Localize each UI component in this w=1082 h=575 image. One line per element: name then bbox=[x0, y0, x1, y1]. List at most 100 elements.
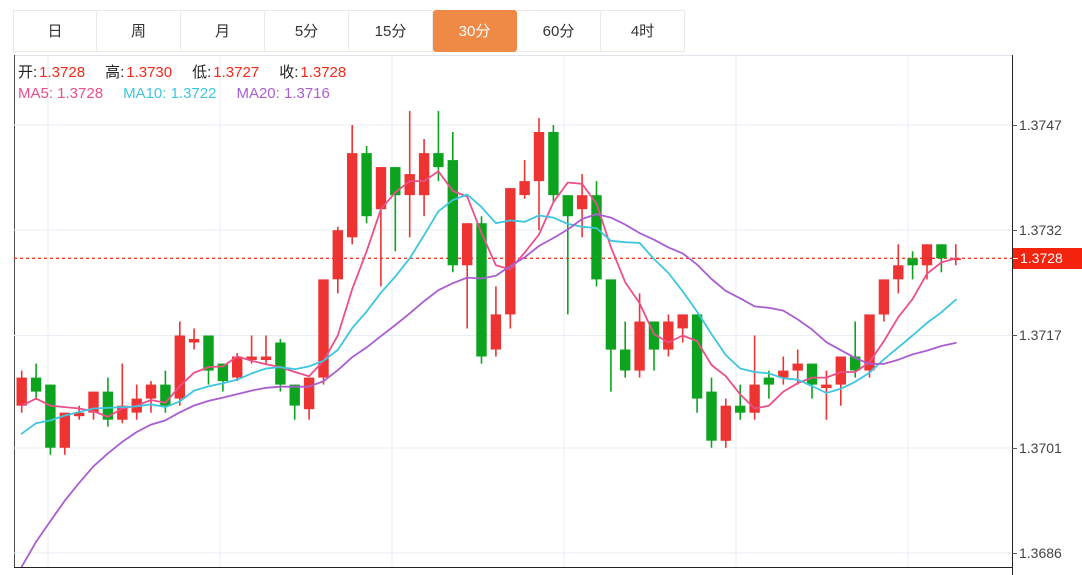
candle-34 bbox=[505, 188, 516, 329]
candle-38 bbox=[562, 195, 573, 315]
candle-8 bbox=[131, 384, 142, 420]
y-axis-tick bbox=[1012, 553, 1017, 554]
candle-65 bbox=[950, 244, 961, 266]
candle-33 bbox=[490, 286, 502, 357]
candle-59 bbox=[864, 314, 875, 378]
tab-30分[interactable]: 30分 bbox=[433, 10, 517, 52]
ma-legend-item: MA5: 1.3728 bbox=[18, 85, 104, 102]
y-axis-label: 1.3747 bbox=[1019, 117, 1062, 133]
candle-41 bbox=[605, 279, 617, 392]
candle-26 bbox=[390, 167, 401, 252]
y-axis-label: 1.3701 bbox=[1019, 439, 1062, 456]
y-axis-label: 1.3717 bbox=[1019, 327, 1062, 344]
ohlc-item: 低: 1.3727 bbox=[192, 64, 260, 81]
ohlc-item: 收: 1.3728 bbox=[279, 64, 347, 81]
ohlc-legend: 开: 1.3728 高: 1.3730 低: 1.3727 收: 1.3728 bbox=[18, 61, 366, 82]
y-axis-tick bbox=[1012, 335, 1017, 337]
candle-30 bbox=[447, 132, 458, 273]
candle-14 bbox=[217, 363, 229, 392]
last-price-value: 1.3728 bbox=[1020, 249, 1063, 266]
candle-51 bbox=[749, 335, 760, 420]
price-tag-tick bbox=[1013, 257, 1018, 259]
candle-13 bbox=[203, 335, 214, 385]
candle-15 bbox=[232, 353, 243, 382]
candle-32 bbox=[476, 216, 487, 364]
candle-16 bbox=[246, 335, 257, 364]
tab-15分[interactable]: 15分 bbox=[349, 10, 433, 52]
candle-36 bbox=[533, 118, 545, 231]
candle-9 bbox=[145, 381, 157, 413]
candle-27 bbox=[404, 111, 415, 238]
candle-22 bbox=[332, 226, 343, 294]
candle-18 bbox=[275, 339, 286, 392]
candle-47 bbox=[691, 314, 703, 413]
candle-45 bbox=[663, 314, 674, 357]
tab-60分[interactable]: 60分 bbox=[517, 10, 601, 52]
candle-28 bbox=[418, 139, 430, 217]
chart-area[interactable] bbox=[14, 55, 1012, 575]
candle-61 bbox=[893, 244, 904, 294]
y-axis-tick bbox=[1012, 230, 1017, 232]
candle-62 bbox=[907, 251, 918, 280]
candle-10 bbox=[160, 370, 171, 413]
candle-60 bbox=[878, 279, 890, 322]
candle-58 bbox=[850, 321, 861, 378]
ma-line-ma20 bbox=[20, 213, 957, 568]
candle-7 bbox=[117, 363, 128, 424]
ma-lines bbox=[20, 170, 957, 568]
candle-25 bbox=[375, 167, 387, 287]
candle-64 bbox=[936, 244, 947, 273]
candle-24 bbox=[361, 146, 372, 224]
tab-周[interactable]: 周 bbox=[97, 10, 181, 52]
candle-5 bbox=[88, 391, 99, 420]
candle-37 bbox=[548, 125, 559, 203]
chart-bottom-border bbox=[14, 567, 1012, 568]
candle-55 bbox=[806, 363, 818, 399]
chart-left-border bbox=[14, 55, 15, 568]
ma-legend: MA5: 1.3728 MA10: 1.3722 MA20: 1.3716 bbox=[18, 85, 350, 102]
candles-layer bbox=[16, 111, 961, 455]
y-axis-tick bbox=[1012, 125, 1017, 126]
candle-19 bbox=[289, 384, 300, 420]
ma-legend-item: MA10: 1.3722 bbox=[123, 85, 217, 102]
candle-48 bbox=[706, 377, 717, 448]
candle-1 bbox=[30, 363, 42, 399]
candle-56 bbox=[821, 370, 832, 420]
candle-12 bbox=[188, 328, 200, 350]
candle-35 bbox=[519, 160, 530, 199]
last-price-tag: 1.3728 bbox=[1013, 247, 1082, 269]
candle-50 bbox=[735, 384, 746, 420]
y-axis-tick bbox=[1012, 447, 1017, 449]
candle-52 bbox=[763, 370, 775, 399]
chart-top-border bbox=[14, 55, 1012, 56]
tab-日[interactable]: 日 bbox=[13, 10, 97, 52]
y-axis-label: 1.3732 bbox=[1019, 222, 1062, 239]
ma-line-ma5 bbox=[20, 170, 957, 418]
candle-40 bbox=[591, 181, 602, 287]
candle-17 bbox=[260, 335, 272, 364]
candle-6 bbox=[102, 377, 114, 427]
candle-46 bbox=[677, 314, 688, 343]
candle-44 bbox=[648, 321, 660, 371]
ohlc-item: 开: 1.3728 bbox=[18, 64, 86, 81]
ma-legend-item: MA20: 1.3716 bbox=[236, 85, 330, 102]
candle-43 bbox=[634, 293, 645, 378]
candle-11 bbox=[174, 321, 185, 406]
candlestick-chart[interactable] bbox=[14, 55, 1012, 575]
timeframe-tabs: 日周月 5分 15分 30分 60分 4时 bbox=[13, 10, 685, 52]
tab-5分[interactable]: 5分 bbox=[265, 10, 349, 52]
candle-49 bbox=[720, 398, 731, 448]
candle-57 bbox=[835, 356, 846, 406]
tab-4时[interactable]: 4时 bbox=[601, 10, 685, 52]
candle-20 bbox=[303, 377, 315, 420]
tab-月[interactable]: 月 bbox=[181, 10, 265, 52]
candle-42 bbox=[620, 321, 631, 378]
ohlc-item: 高: 1.3730 bbox=[105, 64, 173, 81]
candle-54 bbox=[792, 349, 803, 385]
y-axis-line bbox=[1012, 55, 1013, 575]
candle-31 bbox=[462, 223, 473, 329]
candle-53 bbox=[778, 356, 789, 385]
y-axis-label: 1.3686 bbox=[1019, 545, 1062, 561]
ma-line-ma10 bbox=[20, 193, 957, 435]
